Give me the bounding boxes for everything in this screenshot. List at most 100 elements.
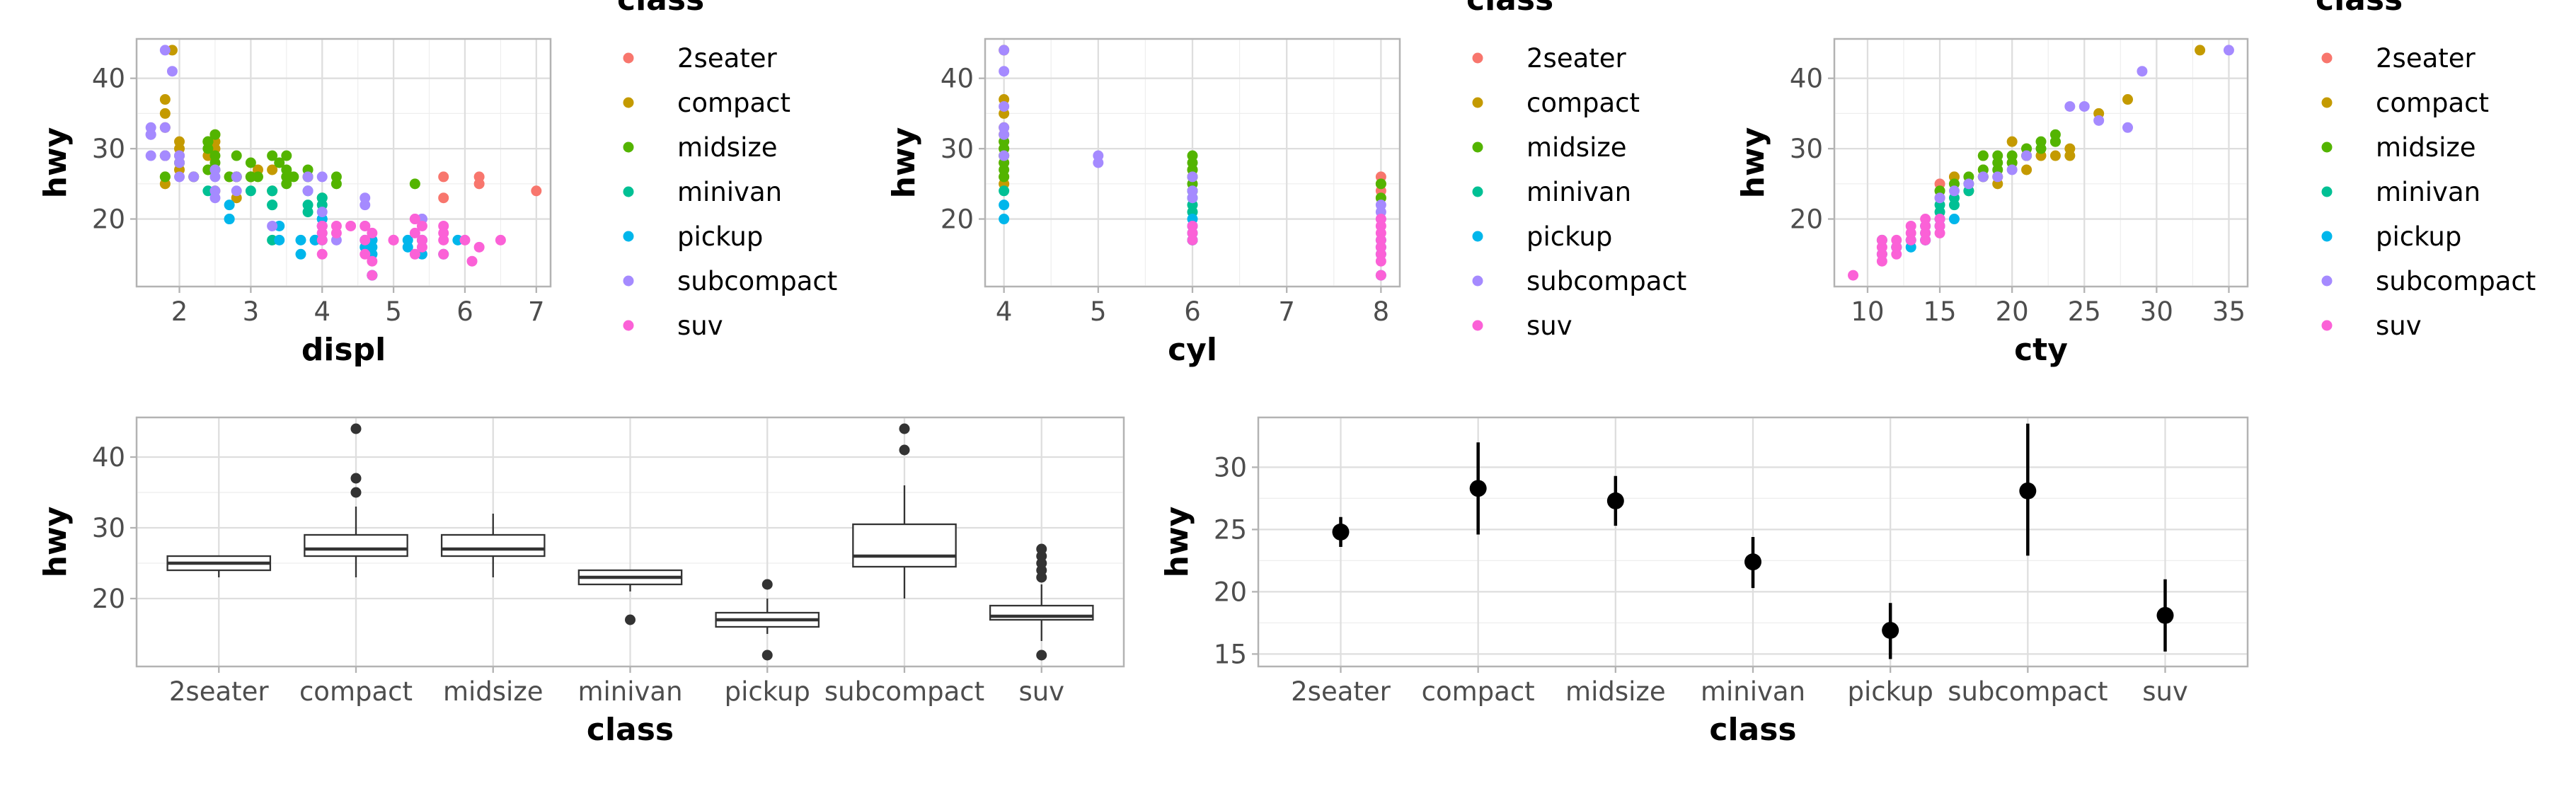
- data-point-subcompact: [316, 207, 328, 218]
- legend-key-suv: [2321, 320, 2333, 331]
- data-point-subcompact: [1977, 171, 1989, 183]
- legend-label-suv: suv: [2376, 311, 2422, 341]
- data-point-subcompact: [159, 45, 171, 56]
- data-point-midsize: [2035, 143, 2047, 154]
- data-point-suv: [388, 234, 399, 246]
- data-point-suv: [409, 214, 420, 225]
- data-point-minivan: [267, 185, 278, 197]
- y-axis-title: hwy: [1159, 507, 1195, 578]
- panel-background: [1833, 37, 2249, 288]
- mean-point-suv: [2156, 606, 2174, 624]
- mean-point-midsize: [1606, 492, 1624, 509]
- data-point-pickup: [999, 214, 1010, 225]
- data-point-suv: [360, 234, 371, 246]
- data-point-suv: [1187, 227, 1198, 238]
- legend-key-2seater: [2321, 52, 2333, 64]
- y-tick-label: 20: [941, 204, 974, 235]
- data-point-suv: [416, 234, 427, 246]
- data-point-midsize: [281, 150, 292, 161]
- data-point-midsize: [159, 171, 171, 183]
- data-point-minivan: [999, 185, 1010, 197]
- data-point-suv: [409, 227, 420, 238]
- legend-key-2seater: [623, 52, 634, 64]
- y-tick-label: 20: [1790, 204, 1823, 235]
- legend-label-pickup: pickup: [2376, 221, 2461, 252]
- outlier-pickup: [761, 649, 773, 661]
- x-tick-label: compact: [299, 676, 413, 707]
- data-point-subcompact: [145, 129, 156, 140]
- data-point-subcompact: [999, 150, 1010, 161]
- x-tick-label: minivan: [577, 676, 682, 707]
- legend-label-midsize: midsize: [2376, 132, 2476, 163]
- data-point-subcompact: [316, 171, 328, 183]
- data-point-suv: [345, 220, 357, 231]
- data-point-minivan: [245, 185, 256, 197]
- data-point-midsize: [999, 171, 1010, 183]
- scatter-cty-panel: 20 30 40 10 15 20 25 30 35 cty hwy: [1735, 37, 2249, 368]
- data-point-subcompact: [159, 122, 171, 133]
- legend-key-suv: [1472, 320, 1483, 331]
- data-point-minivan: [302, 207, 314, 218]
- legend-label-compact: compact: [1526, 88, 1640, 118]
- data-point-subcompact: [1187, 171, 1198, 183]
- data-point-pickup: [999, 200, 1010, 211]
- data-point-subcompact: [209, 192, 221, 204]
- data-point-midsize: [1992, 157, 2003, 168]
- data-point-compact: [2122, 94, 2134, 105]
- boxplot-panel: 20 30 40 2seater compact midsize minivan pickup…: [38, 416, 1125, 748]
- y-tick-label: 20: [1214, 577, 1247, 607]
- legend-key-pickup: [2321, 231, 2333, 242]
- legend-key-midsize: [2321, 142, 2333, 153]
- data-point-midsize: [245, 157, 256, 168]
- legend-label-minivan: minivan: [2376, 177, 2480, 207]
- legend-key-pickup: [1472, 231, 1483, 242]
- data-point-compact: [159, 94, 171, 105]
- data-point-midsize: [2006, 150, 2018, 161]
- data-point-2seater: [438, 192, 449, 204]
- data-point-2seater: [531, 185, 542, 197]
- data-point-2seater: [438, 171, 449, 183]
- data-point-midsize: [202, 136, 214, 147]
- data-point-suv: [1876, 234, 1887, 246]
- data-point-subcompact: [145, 150, 156, 161]
- data-point-subcompact: [2078, 100, 2090, 112]
- legend-key-midsize: [623, 142, 634, 153]
- data-point-pickup: [224, 200, 235, 211]
- x-tick-label: 15: [1924, 296, 1957, 327]
- data-point-subcompact: [2223, 45, 2234, 56]
- data-point-suv: [416, 220, 427, 231]
- data-point-subcompact: [1934, 192, 1945, 204]
- x-tick-label: 2seater: [1291, 676, 1391, 707]
- data-point-subcompact: [360, 192, 371, 204]
- data-point-subcompact: [302, 171, 314, 183]
- data-point-subcompact: [2064, 100, 2076, 112]
- x-axis-title: class: [587, 712, 674, 748]
- y-axis-title: hwy: [886, 127, 922, 199]
- data-point-subcompact: [2093, 115, 2105, 126]
- x-tick-label: subcompact: [824, 676, 984, 707]
- data-point-suv: [360, 220, 371, 231]
- data-point-suv: [473, 241, 485, 253]
- data-point-suv: [409, 248, 420, 260]
- data-point-subcompact: [174, 150, 185, 161]
- outlier-suv: [1036, 649, 1047, 661]
- x-tick-label: minivan: [1701, 676, 1805, 707]
- x-tick-label: compact: [1422, 676, 1535, 707]
- data-point-suv: [1905, 220, 1916, 231]
- data-point-suv: [1934, 214, 1945, 225]
- data-point-subcompact: [231, 171, 242, 183]
- mean-point-subcompact: [2019, 482, 2037, 500]
- data-point-subcompact: [1963, 178, 1974, 190]
- x-tick-label: 35: [2212, 296, 2246, 327]
- x-tick-label: 6: [1184, 296, 1201, 327]
- y-tick-label: 30: [1790, 134, 1823, 164]
- data-point-subcompact: [999, 66, 1010, 77]
- data-point-compact: [267, 164, 278, 175]
- data-point-subcompact: [2021, 150, 2032, 161]
- panel-border: [1257, 416, 2249, 668]
- data-point-pickup: [295, 234, 306, 246]
- legend-label-suv: suv: [1526, 311, 1572, 341]
- data-point-subcompact: [999, 45, 1010, 56]
- data-point-suv: [1891, 234, 1902, 246]
- y-axis-title: hwy: [38, 507, 74, 578]
